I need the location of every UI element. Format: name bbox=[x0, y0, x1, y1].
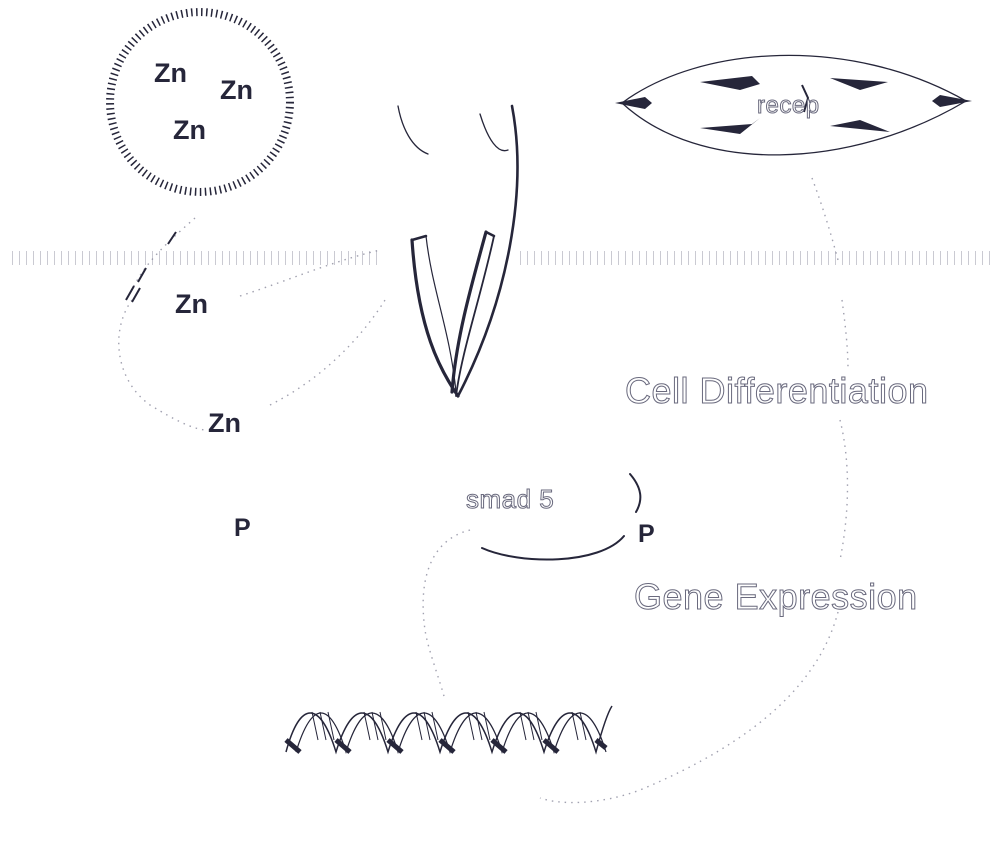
zn-ion-label: Zn bbox=[208, 408, 241, 438]
zinc-transporter bbox=[397, 104, 519, 398]
receptor-label: recep bbox=[757, 92, 820, 120]
phosphate-label: P bbox=[638, 520, 655, 548]
zn-ion-label: Zn bbox=[175, 289, 208, 319]
zn-ion-label: Zn bbox=[154, 58, 187, 88]
cell-differentiation-label: Cell Differentiation bbox=[624, 370, 929, 412]
gene-expression-label: Gene Expression bbox=[634, 576, 918, 618]
zinc-vesicle bbox=[104, 6, 296, 198]
zn-ion-label: Zn bbox=[173, 115, 206, 145]
bmp-receptor bbox=[615, 54, 972, 156]
phosphate-label: P bbox=[234, 514, 251, 542]
dna-helix bbox=[284, 705, 613, 755]
membrane-marks bbox=[125, 231, 177, 303]
smad-label: smad 5 bbox=[465, 484, 555, 515]
signaling-paths bbox=[118, 177, 849, 804]
smad-phosphorylation-arc bbox=[481, 473, 642, 561]
zn-ion-label: Zn bbox=[220, 75, 253, 105]
